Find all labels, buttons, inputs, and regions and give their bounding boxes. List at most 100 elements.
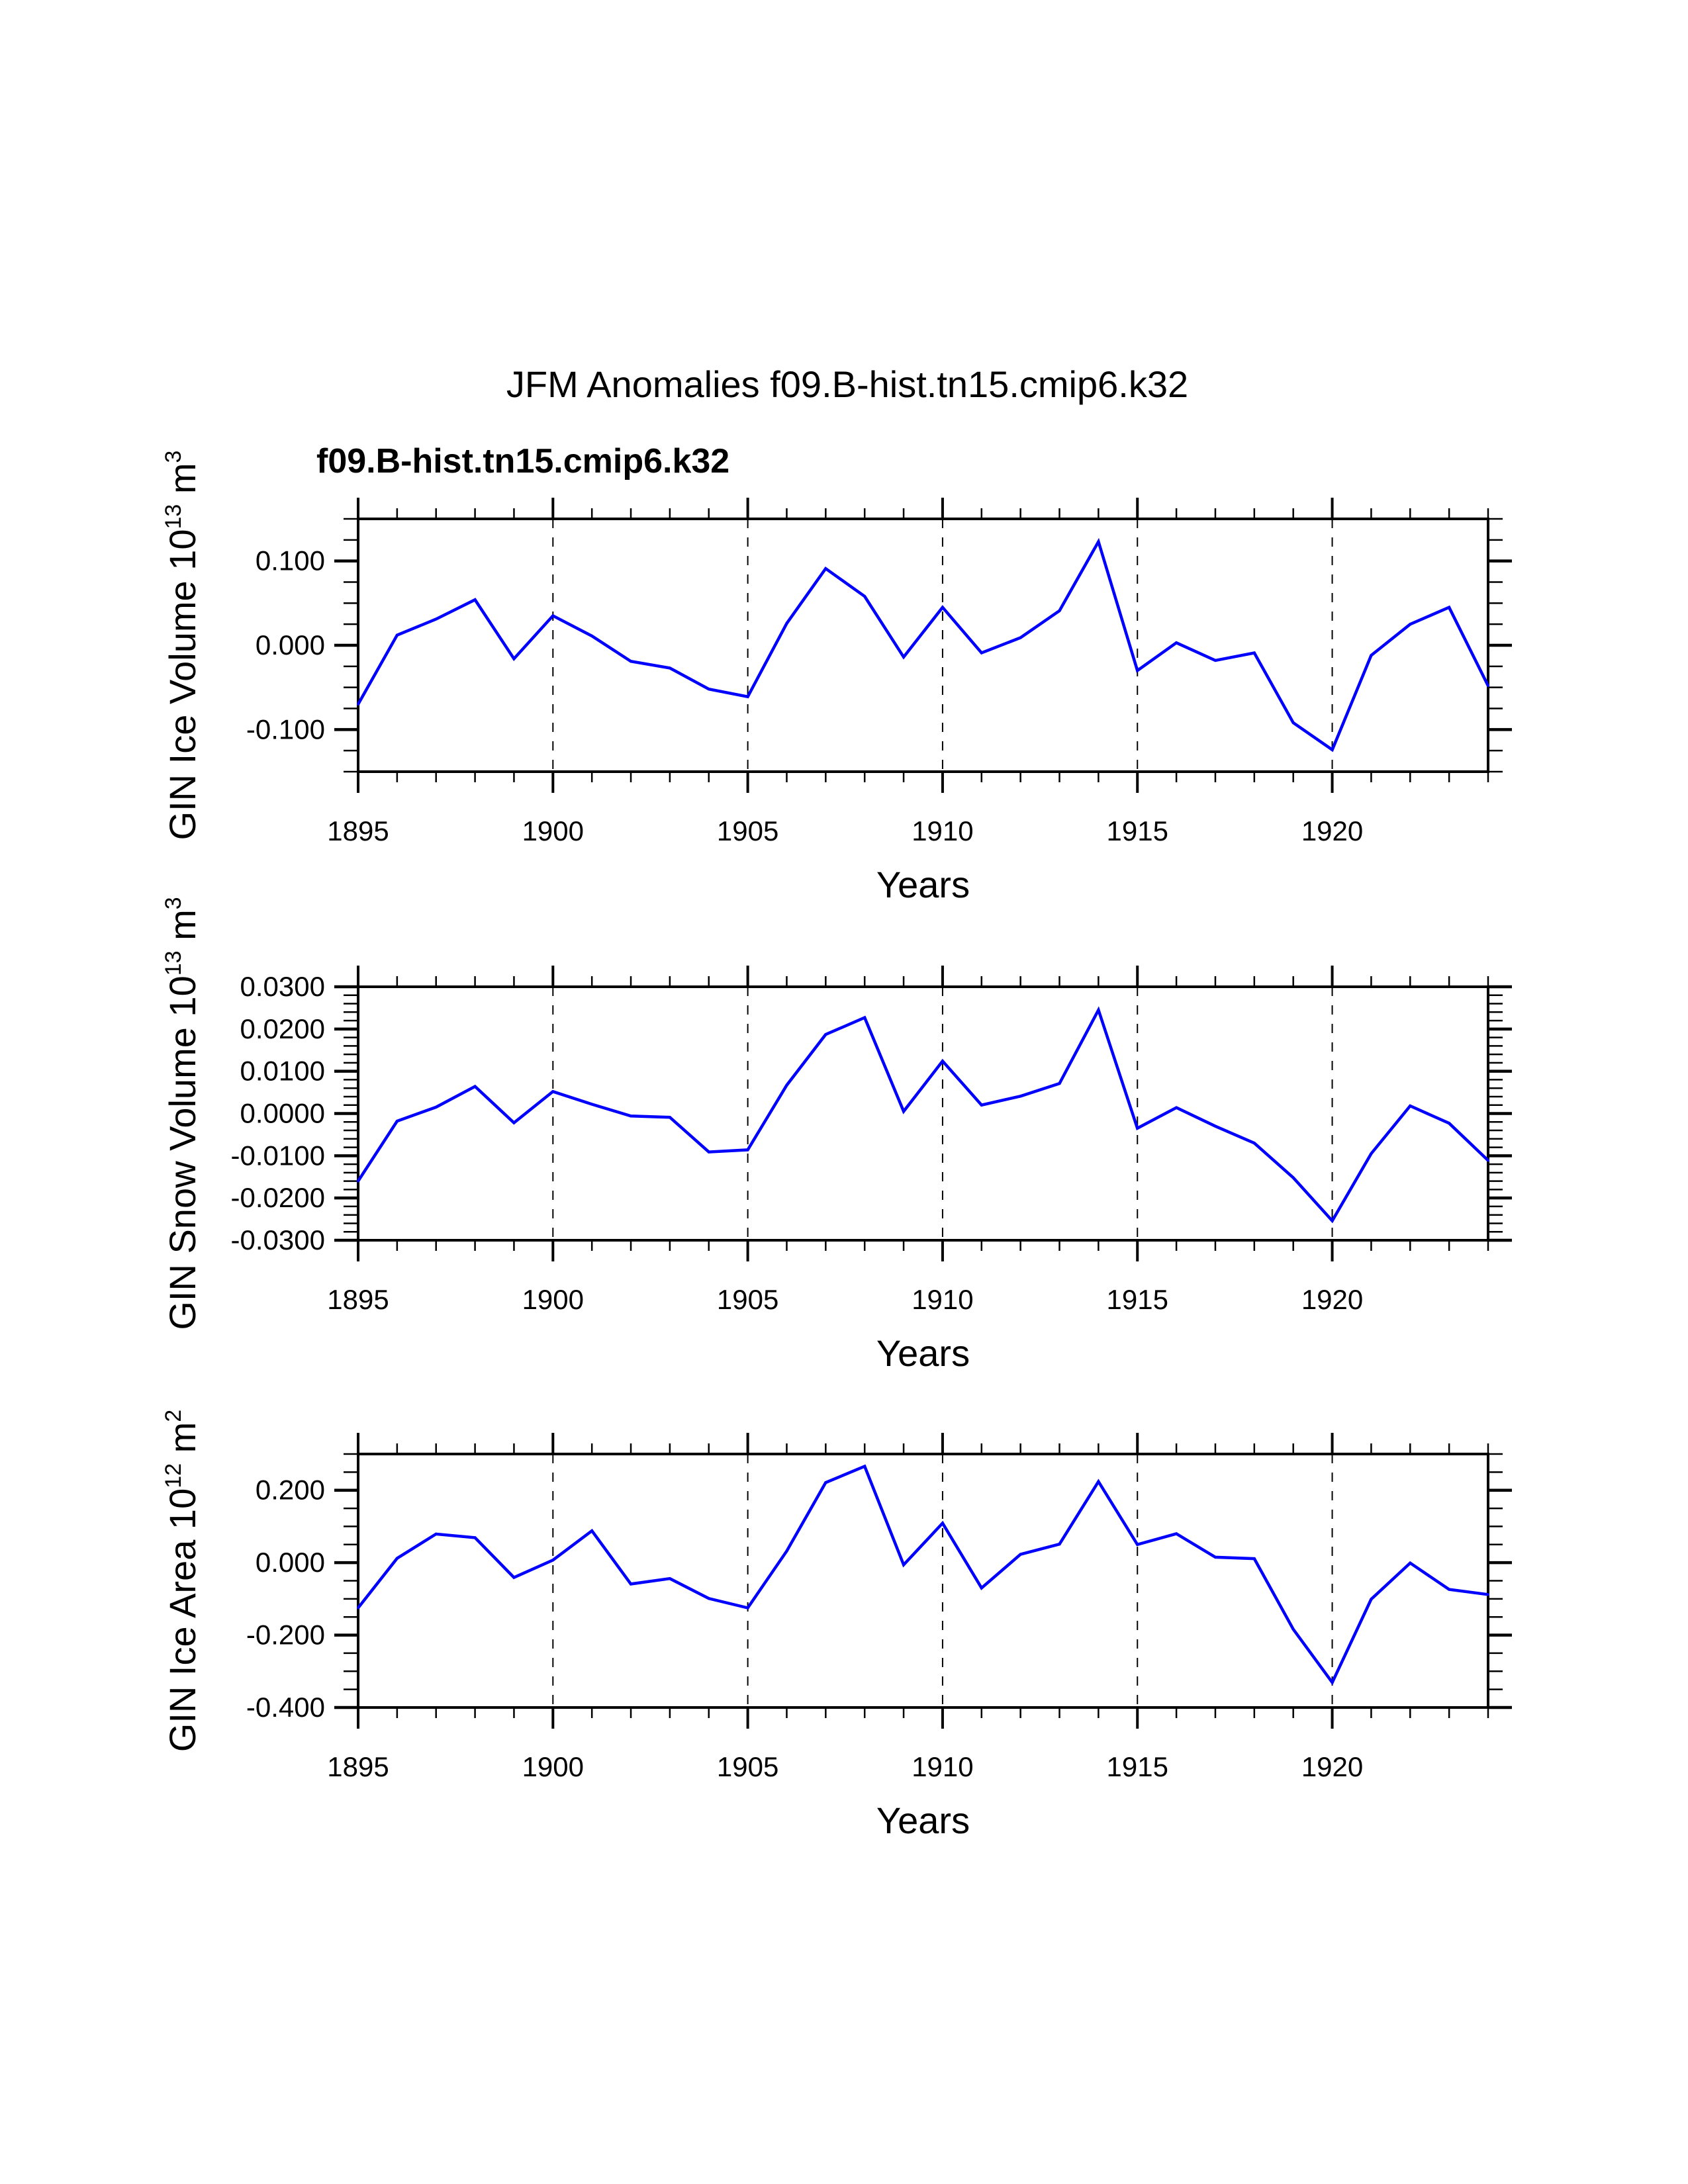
- y-tick-label: -0.400: [246, 1692, 325, 1723]
- x-tick-label: 1915: [1107, 1284, 1168, 1315]
- data-point: [1097, 540, 1100, 543]
- data-point: [746, 1148, 749, 1152]
- data-point: [1409, 1561, 1412, 1565]
- y-tick-label: -0.100: [246, 713, 325, 745]
- x-tick-label: 1910: [912, 1284, 973, 1315]
- data-point: [1136, 1126, 1139, 1130]
- y-tick-label: 0.0300: [240, 971, 325, 1002]
- series-line: [357, 1006, 1489, 1224]
- data-point: [1331, 748, 1334, 751]
- data-point: [1019, 1095, 1022, 1098]
- data-point: [1487, 684, 1489, 688]
- y-tick-label: 0.0200: [240, 1013, 325, 1044]
- y-tick-label: -0.0200: [231, 1182, 325, 1213]
- y-tick-label: 0.0000: [240, 1098, 325, 1129]
- data-point: [902, 1110, 906, 1113]
- data-point: [1213, 1124, 1217, 1128]
- data-point: [1058, 1543, 1061, 1546]
- data-point: [1175, 1106, 1178, 1109]
- data-point: [863, 1016, 867, 1019]
- x-tick-label: 1920: [1301, 1284, 1363, 1315]
- plot-frame: [357, 518, 1489, 773]
- data-point: [707, 688, 710, 691]
- x-tick-label: 1900: [522, 1284, 584, 1315]
- data-point: [1136, 669, 1139, 672]
- data-point: [630, 1115, 633, 1118]
- data-point: [1252, 651, 1256, 655]
- data-point: [863, 595, 867, 598]
- data-point: [357, 703, 359, 706]
- data-point: [357, 1179, 359, 1183]
- data-point: [1058, 609, 1061, 612]
- x-tick-label: 1915: [1107, 1751, 1168, 1782]
- data-point: [941, 1060, 944, 1063]
- data-point: [1370, 654, 1373, 657]
- data-point: [1409, 623, 1412, 626]
- data-point: [902, 655, 906, 659]
- data-point: [1448, 1588, 1451, 1591]
- data-point: [1175, 1532, 1178, 1535]
- series-line: [357, 537, 1490, 752]
- x-tick-label: 1905: [717, 1284, 778, 1315]
- data-point: [1448, 1122, 1451, 1125]
- y-tick-label: 0.200: [256, 1475, 325, 1506]
- data-point: [941, 606, 944, 609]
- data-point: [357, 1606, 359, 1610]
- data-point: [668, 666, 671, 670]
- data-point: [395, 1119, 399, 1122]
- data-point: [473, 598, 477, 602]
- y-tick-label: -0.0300: [231, 1224, 325, 1255]
- data-point: [1291, 1627, 1295, 1631]
- x-tick-label: 1895: [327, 1751, 389, 1782]
- data-point: [824, 1033, 827, 1036]
- y-tick-label: 0.0100: [240, 1056, 325, 1087]
- data-point: [746, 695, 749, 698]
- data-point: [824, 1481, 827, 1484]
- x-axis-label: Years: [876, 864, 970, 905]
- data-point: [630, 660, 633, 663]
- panel-1: 0.100 0.000 -0.100 1895 1900 1905 1910 1915 1920…: [161, 451, 1512, 905]
- data-point: [1213, 659, 1217, 662]
- series-line: [357, 1464, 1489, 1686]
- run-subtitle: f09.B-hist.tn15.cmip6.k32: [316, 442, 729, 480]
- x-tick-label: 1920: [1301, 815, 1363, 846]
- data-point: [512, 1121, 516, 1124]
- y-tick-label: 0.000: [256, 629, 325, 660]
- data-point: [1370, 1598, 1373, 1601]
- data-point: [1291, 1176, 1295, 1179]
- data-point: [1331, 1681, 1334, 1684]
- data-point: [1252, 1557, 1256, 1561]
- data-point: [1252, 1142, 1256, 1145]
- y-tick-label: -0.0100: [231, 1140, 325, 1171]
- x-tick-label: 1910: [912, 815, 973, 846]
- data-point: [980, 651, 983, 655]
- data-point: [551, 1559, 555, 1562]
- data-point: [1331, 1219, 1334, 1222]
- data-point: [590, 634, 594, 637]
- x-tick-label: 1895: [327, 1284, 389, 1315]
- plot-frame: [357, 1453, 1489, 1709]
- x-tick-label: 1905: [717, 815, 778, 846]
- data-point: [1058, 1082, 1061, 1085]
- data-point: [785, 1549, 788, 1553]
- data-point: [980, 1586, 983, 1590]
- data-point: [941, 1522, 944, 1525]
- data-point: [434, 1105, 438, 1109]
- data-point: [1213, 1555, 1217, 1559]
- data-point: [590, 1529, 594, 1532]
- data-point: [668, 1116, 671, 1119]
- data-point: [434, 1532, 438, 1535]
- data-point: [1019, 636, 1022, 639]
- x-tick-label: 1900: [522, 1751, 584, 1782]
- y-axis-label: GIN Snow Volume 1013 m3: [161, 897, 203, 1330]
- data-point: [1487, 1593, 1489, 1596]
- x-tick-label: 1915: [1107, 815, 1168, 846]
- data-point: [1097, 1480, 1100, 1483]
- y-tick-label: 0.100: [256, 545, 325, 576]
- y-tick-label: -0.200: [246, 1619, 325, 1651]
- data-point: [395, 633, 399, 637]
- data-point: [824, 567, 827, 570]
- data-point: [863, 1465, 867, 1468]
- data-point: [785, 621, 788, 625]
